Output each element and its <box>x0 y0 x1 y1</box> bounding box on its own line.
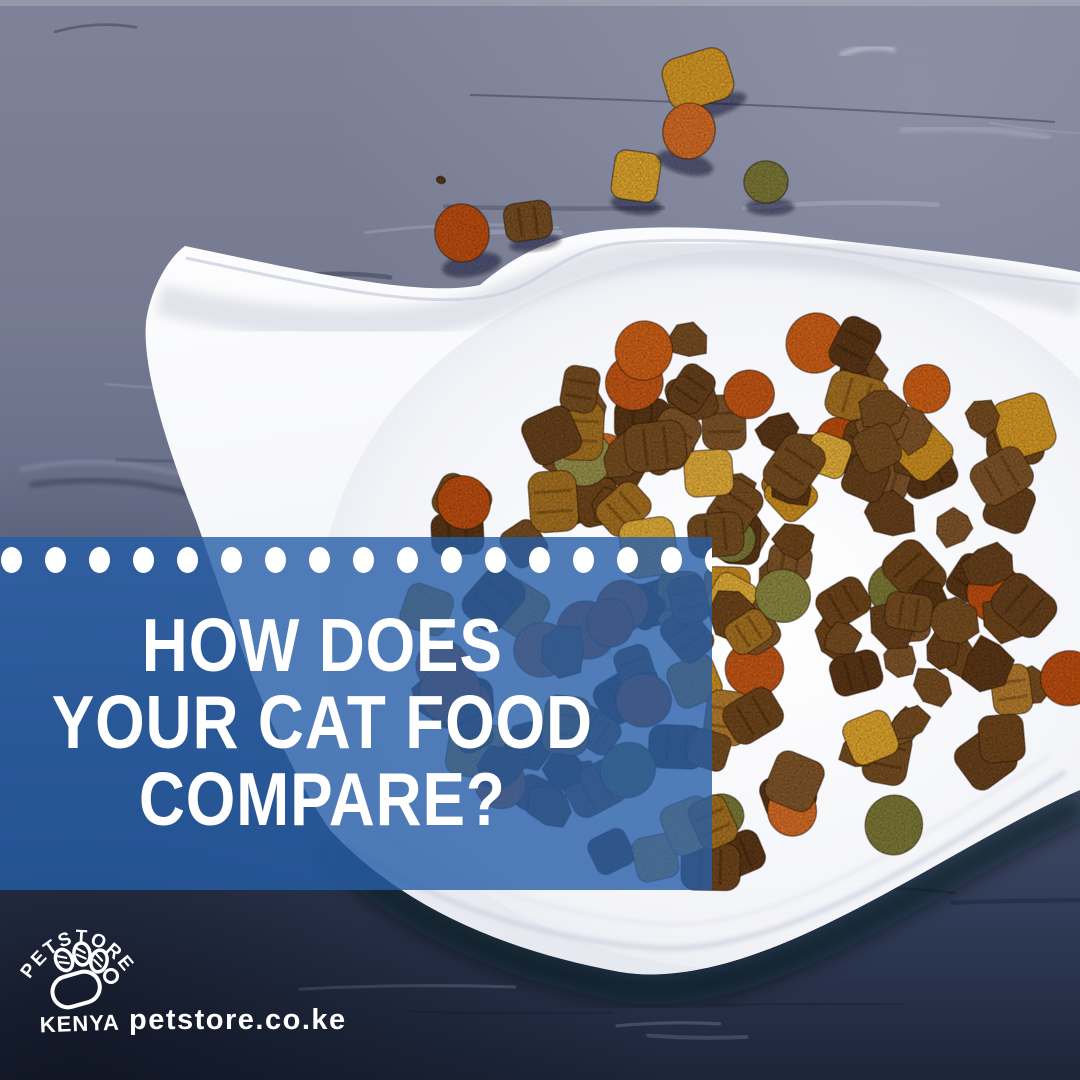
dot <box>1 547 22 573</box>
dot <box>529 547 550 573</box>
dot <box>705 547 712 573</box>
dot <box>133 547 154 573</box>
headline-line-2: YOUR CAT FOOD <box>51 680 593 764</box>
headline-line-3: COMPARE? <box>138 757 506 841</box>
dot <box>617 547 638 573</box>
headline-line-1: HOW DOES <box>141 603 503 687</box>
dot <box>309 547 330 573</box>
dotted-border <box>1 547 712 573</box>
petstore-kenya-logo: PETSTORE KENYA <box>20 927 136 1038</box>
headline: HOW DOES YOUR CAT FOOD COMPARE? <box>0 607 712 838</box>
dot <box>177 547 198 573</box>
website-url: petstore.co.ke <box>129 1004 347 1036</box>
scattered-kibble <box>434 47 795 278</box>
logo-country-label: KENYA <box>39 1010 120 1038</box>
dot <box>89 547 110 573</box>
bowl-shadow <box>319 791 1080 1005</box>
dot <box>441 547 462 573</box>
dot <box>265 547 286 573</box>
dot <box>353 547 374 573</box>
dot <box>397 547 418 573</box>
headline-banner: HOW DOES YOUR CAT FOOD COMPARE? <box>0 537 712 890</box>
paw-print-icon <box>50 941 119 1010</box>
dot <box>573 547 594 573</box>
dot <box>661 547 682 573</box>
dot <box>485 547 506 573</box>
dot <box>221 547 242 573</box>
dot <box>45 547 66 573</box>
